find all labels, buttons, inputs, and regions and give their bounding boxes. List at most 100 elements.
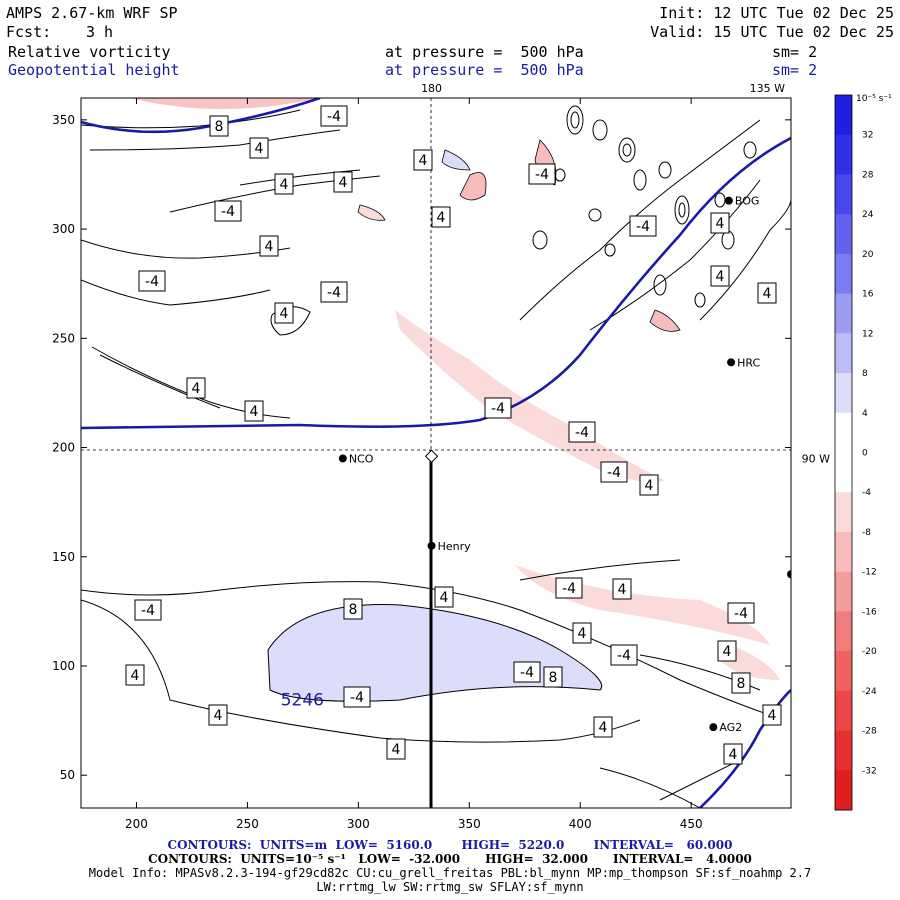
init-time: Init: 12 UTC Tue 02 Dec 25 <box>659 4 894 22</box>
y-tick-label: 200 <box>52 441 75 455</box>
svg-text:4: 4 <box>214 708 223 724</box>
colorbar-tick-label: -24 <box>862 687 877 697</box>
y-tick-label: 50 <box>60 768 75 782</box>
field1-level: at pressure = 500 hPa <box>385 43 584 61</box>
svg-text:-4: -4 <box>617 648 631 664</box>
svg-text:4: 4 <box>255 141 264 157</box>
svg-text:-4: -4 <box>575 425 589 441</box>
field2-smoothing: sm= 2 <box>772 61 818 79</box>
contour-value-label: 4 <box>762 704 782 726</box>
plot-frame <box>80 97 792 809</box>
contour-value-label: -4 <box>214 200 242 222</box>
colorbar-tick-label: -16 <box>862 607 877 617</box>
field1-smoothing: sm= 2 <box>772 43 818 61</box>
contour-value-label: 8 <box>543 666 563 688</box>
contour-value-label: 4 <box>593 716 613 738</box>
colorbar-tick-label: -28 <box>862 727 877 737</box>
svg-text:4: 4 <box>440 590 449 606</box>
x-tick-label: 300 <box>347 817 370 831</box>
contour-value-label: 4 <box>208 704 228 726</box>
x-tick-label: 450 <box>680 817 703 831</box>
field2-name: Geopotential height <box>8 61 180 79</box>
colorbar-tick-label: -8 <box>862 528 871 538</box>
colorbar-swatch <box>835 95 852 136</box>
svg-text:8: 8 <box>737 676 746 692</box>
contour-value-label: -4 <box>134 599 162 621</box>
svg-text:4: 4 <box>729 747 738 763</box>
svg-text:4: 4 <box>192 381 201 397</box>
contour-value-label: 4 <box>639 474 659 496</box>
vorticity-contours <box>81 109 791 808</box>
station-marker <box>727 358 736 367</box>
station-label: Henry <box>438 540 472 553</box>
y-tick-label: 100 <box>52 659 75 673</box>
svg-text:8: 8 <box>349 602 358 618</box>
colorbar-tick-label: -32 <box>862 766 877 776</box>
svg-text:8: 8 <box>215 119 224 135</box>
field2-level: at pressure = 500 hPa <box>385 61 584 79</box>
station-marker <box>724 196 733 205</box>
svg-text:-4: -4 <box>520 665 534 681</box>
svg-text:4: 4 <box>618 582 627 598</box>
meridian-135w-label: 135 W <box>750 82 785 95</box>
station-marker <box>338 454 347 463</box>
svg-text:-4: -4 <box>145 274 159 290</box>
station-marker <box>427 541 436 550</box>
contour-value-label: 4 <box>249 137 269 159</box>
svg-text:4: 4 <box>392 742 401 758</box>
y-tick-label: 350 <box>52 113 75 127</box>
svg-text:-4: -4 <box>734 606 748 622</box>
contour-value-label: 4 <box>244 400 264 422</box>
contour-value-label: 8 <box>209 115 229 137</box>
svg-text:-4: -4 <box>327 109 341 125</box>
y-tick-label: 300 <box>52 222 75 236</box>
colorbar-tick-label: 0 <box>862 449 868 459</box>
colorbar-tick-label: 4 <box>862 409 868 419</box>
colorbar-swatch <box>835 214 852 255</box>
svg-text:4: 4 <box>716 216 725 232</box>
svg-text:-4: -4 <box>491 401 505 417</box>
svg-text:4: 4 <box>768 708 777 724</box>
contour-value-label: 8 <box>731 672 751 694</box>
contour-value-label: -4 <box>629 215 657 237</box>
forecast-hour: 3 h <box>86 23 114 41</box>
svg-text:8: 8 <box>549 670 558 686</box>
contour-value-label: -4 <box>513 661 541 683</box>
colorbar-swatch <box>835 690 852 732</box>
field1-name: Relative vorticity <box>8 43 171 61</box>
svg-text:4: 4 <box>339 175 348 191</box>
svg-text:4: 4 <box>280 177 289 193</box>
colorbar-unit: 10⁻⁵ s⁻¹ <box>856 94 892 104</box>
contour-value-label: -4 <box>568 421 596 443</box>
svg-text:-4: -4 <box>607 465 621 481</box>
model-info: Model Info: MPASv8.2.3-194-gf29cd82c CU:… <box>88 866 812 880</box>
forecast-label: Fcst: <box>6 23 52 41</box>
svg-text:-4: -4 <box>562 581 576 597</box>
contour-value-label: 4 <box>757 282 777 304</box>
colorbar-swatch <box>835 730 852 771</box>
x-tick-label: 400 <box>569 817 592 831</box>
colorbar-tick-label: 12 <box>862 329 873 339</box>
station-label: NCO <box>349 452 374 465</box>
vorticity-contour-info: CONTOURS: UNITS=10⁻⁵ s⁻¹ LOW= -32.000 HI… <box>148 852 752 866</box>
x-tick-label: 200 <box>125 817 148 831</box>
svg-text:4: 4 <box>723 644 732 660</box>
contour-value-label: 4 <box>710 212 730 234</box>
contour-value-label: 4 <box>413 149 433 171</box>
svg-text:-4: -4 <box>535 167 549 183</box>
svg-text:-4: -4 <box>350 690 364 706</box>
colorbar-swatch <box>835 253 852 295</box>
contour-value-label: 4 <box>717 640 737 662</box>
valid-time: Valid: 15 UTC Tue 02 Dec 25 <box>650 23 894 41</box>
contour-value-label: -4 <box>343 686 371 708</box>
contour-value-label: 8 <box>343 598 363 620</box>
station-label: AG2 <box>719 721 742 734</box>
meridian-180-label: 180 <box>421 82 442 95</box>
colorbar-swatch <box>835 293 852 334</box>
station-label: BOG <box>735 195 760 208</box>
colorbar-swatch <box>835 452 852 493</box>
colorbar-swatch <box>835 571 852 612</box>
contour-value-label: 4 <box>710 265 730 287</box>
height-contour-info: CONTOURS: UNITS=m LOW= 5160.0 HIGH= 5220… <box>167 838 733 852</box>
contour-value-label: 4 <box>386 738 406 760</box>
